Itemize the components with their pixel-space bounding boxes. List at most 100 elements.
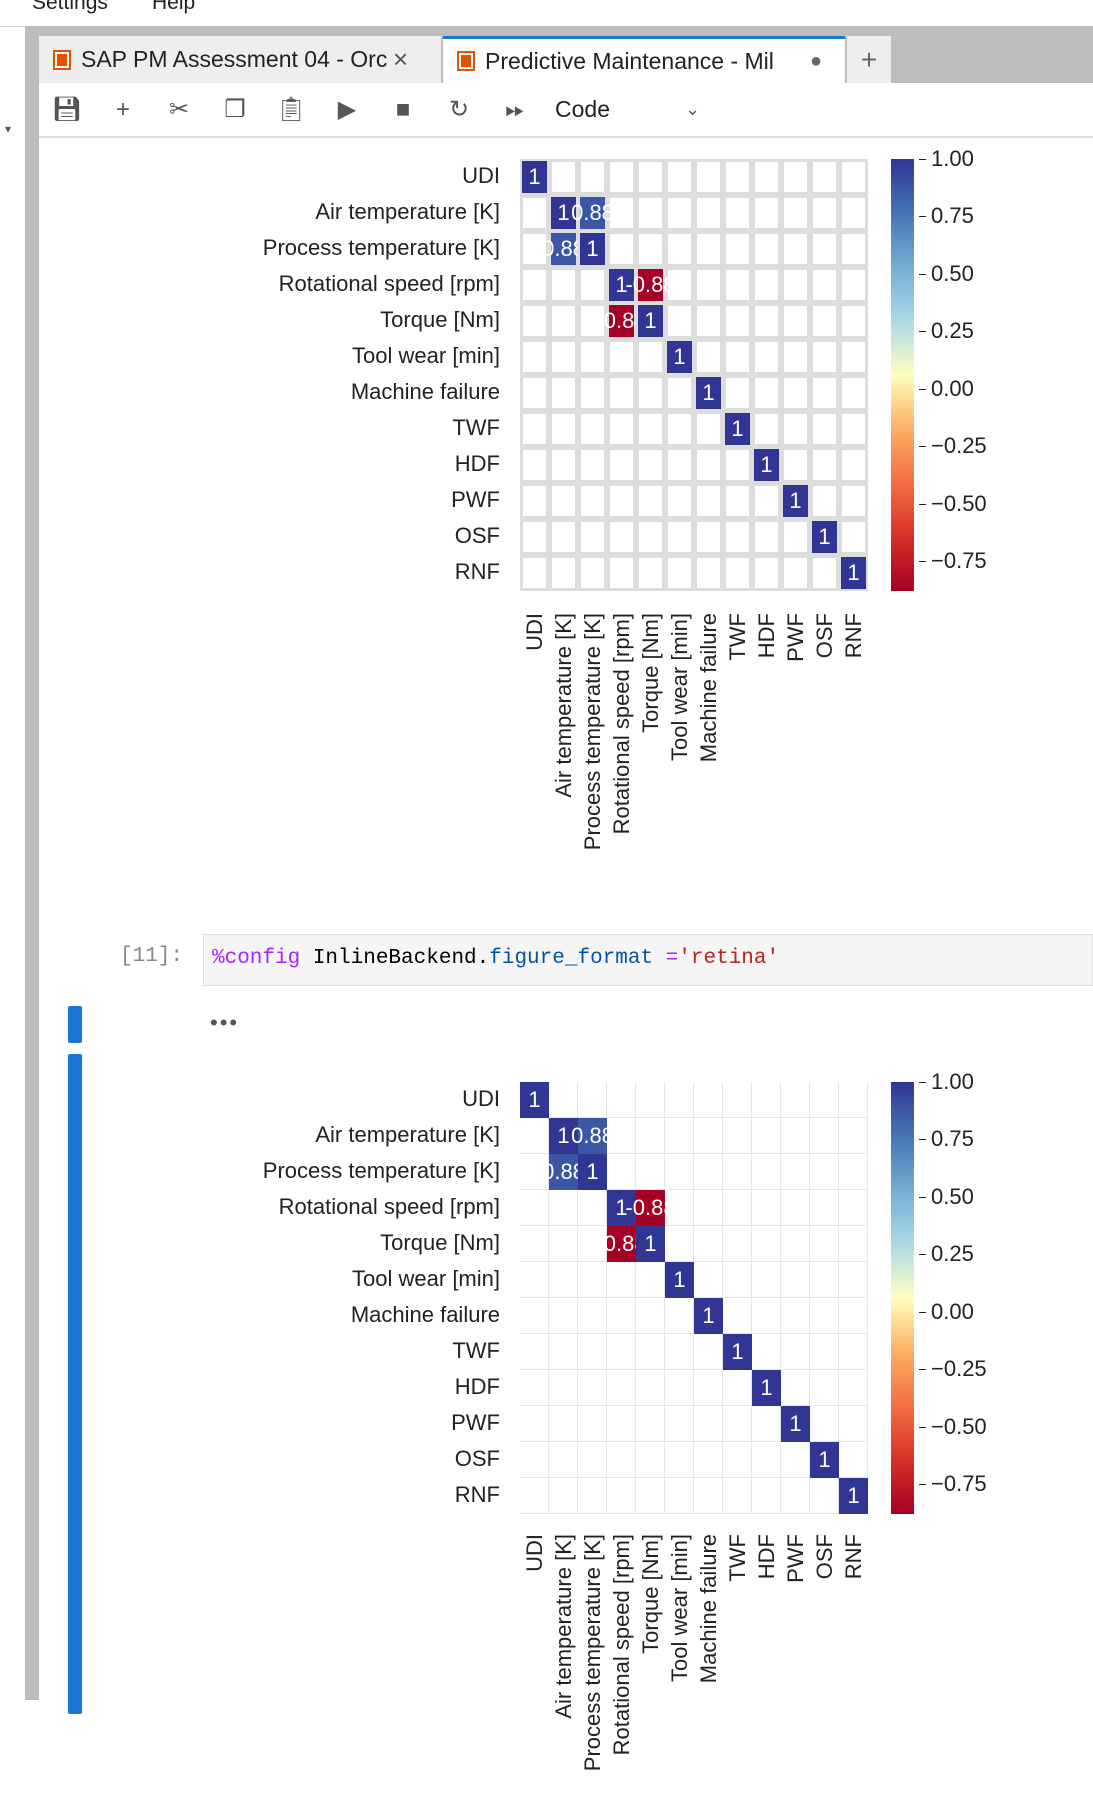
- x-tick-label: HDF: [754, 613, 779, 659]
- heatmap-cell: 1: [752, 1370, 781, 1406]
- y-tick-label: HDF: [454, 1374, 500, 1399]
- heatmap-empty-cell: [636, 519, 665, 555]
- cell-annotation: 1: [760, 452, 773, 477]
- heatmap-empty-cell: [607, 1298, 636, 1334]
- add-icon[interactable]: +: [115, 95, 130, 123]
- unsaved-dot-icon[interactable]: ●: [810, 49, 823, 72]
- heatmap-empty-cell: [665, 375, 694, 411]
- heatmap-empty-cell: [520, 519, 549, 555]
- heatmap-empty-cell: [636, 1442, 665, 1478]
- cell-annotation: 1: [818, 1447, 831, 1472]
- heatmap-empty-cell: [781, 555, 810, 591]
- heatmap-empty-cell: [839, 1334, 868, 1370]
- tab-predictive-maintenance[interactable]: Predictive Maintenance - Mil ●: [443, 36, 845, 83]
- collapse-caret-icon[interactable]: ▾: [5, 122, 12, 136]
- menu-settings[interactable]: Settings: [32, 0, 108, 14]
- heatmap-empty-cell: [607, 1118, 636, 1154]
- heatmap-empty-cell: [578, 1334, 607, 1370]
- heatmap-empty-cell: [636, 195, 665, 231]
- heatmap-empty-cell: [839, 375, 868, 411]
- paste-icon[interactable]: 📋︎: [275, 96, 307, 123]
- x-tick-label: Rotational speed [rpm]: [609, 613, 634, 835]
- heatmap-empty-cell: [694, 195, 723, 231]
- heatmap-empty-cell: [636, 339, 665, 375]
- heatmap-empty-cell: [752, 555, 781, 591]
- heatmap-empty-cell: [781, 1478, 810, 1514]
- heatmap-empty-cell: [810, 1298, 839, 1334]
- colorbar-tick-label: −0.75: [919, 548, 987, 574]
- x-tick-label: OSF: [812, 1534, 837, 1580]
- heatmap-empty-cell: [839, 303, 868, 339]
- heatmap-empty-cell: [810, 375, 839, 411]
- heatmap-empty-cell: [810, 1262, 839, 1298]
- heatmap-cell: 1: [520, 159, 549, 195]
- heatmap-empty-cell: [665, 1478, 694, 1514]
- heatmap-empty-cell: [810, 1118, 839, 1154]
- heatmap-empty-cell: [752, 1154, 781, 1190]
- x-tick-label: UDI: [522, 613, 547, 651]
- heatmap-empty-cell: [839, 1370, 868, 1406]
- heatmap-empty-cell: [520, 1262, 549, 1298]
- chevron-down-icon[interactable]: ⌄: [685, 99, 701, 119]
- add-tab-button[interactable]: +: [847, 36, 891, 83]
- y-tick-label: OSF: [454, 1446, 500, 1471]
- heatmap-empty-cell: [636, 1298, 665, 1334]
- heatmap-empty-cell: [578, 411, 607, 447]
- heatmap-empty-cell: [752, 159, 781, 195]
- heatmap-empty-cell: [781, 1226, 810, 1262]
- copy-icon[interactable]: ❐: [224, 96, 246, 123]
- heatmap-empty-cell: [549, 555, 578, 591]
- menu-help[interactable]: Help: [152, 0, 196, 14]
- y-tick-label: Machine failure: [350, 1302, 500, 1327]
- close-icon[interactable]: ×: [393, 44, 409, 74]
- heatmap-empty-cell: [810, 483, 839, 519]
- heatmap-empty-cell: [781, 267, 810, 303]
- heatmap-cell: 0.88: [542, 231, 585, 267]
- y-tick-label: TWF: [452, 1338, 500, 1363]
- heatmap-empty-cell: [665, 1118, 694, 1154]
- cell-type-select[interactable]: Code: [555, 96, 610, 122]
- heatmap-empty-cell: [665, 267, 694, 303]
- heatmap-empty-cell: [752, 1334, 781, 1370]
- heatmap-empty-cell: [810, 447, 839, 483]
- cell-annotation: 0.88: [542, 236, 585, 261]
- y-tick-label: Process temperature [K]: [262, 1158, 500, 1183]
- colorbar-tick-label: −0.50: [919, 490, 987, 516]
- heatmap-empty-cell: [607, 1442, 636, 1478]
- code-cell-input[interactable]: %config InlineBackend.figure_format ='re…: [203, 934, 1093, 986]
- heatmap-empty-cell: [723, 483, 752, 519]
- heatmap-cell: 1: [781, 1406, 810, 1442]
- heatmap-empty-cell: [752, 267, 781, 303]
- tab-bar: SAP PM Assessment 04 - Orc × Predictive …: [39, 26, 1093, 83]
- heatmap-cell: 1: [636, 303, 665, 339]
- heatmap-empty-cell: [549, 1406, 578, 1442]
- colorbar-tick-label: −0.50: [919, 1413, 987, 1439]
- heatmap-cell: 1: [607, 1190, 636, 1226]
- heatmap-empty-cell: [694, 1406, 723, 1442]
- heatmap-empty-cell: [839, 159, 868, 195]
- heatmap-empty-cell: [549, 447, 578, 483]
- y-tick-label: UDI: [462, 1086, 500, 1111]
- save-icon[interactable]: 💾︎: [51, 96, 83, 123]
- heatmap-empty-cell: [723, 447, 752, 483]
- colorbar-tick-label: 0.00: [919, 375, 974, 401]
- restart-icon[interactable]: ↻: [448, 96, 470, 123]
- run-all-icon[interactable]: ⏩︎: [505, 95, 525, 123]
- heatmap-empty-cell: [810, 159, 839, 195]
- stop-icon[interactable]: ■: [395, 95, 411, 123]
- heatmap-empty-cell: [694, 1154, 723, 1190]
- cell-annotation: 1: [760, 1375, 773, 1400]
- output-collapser[interactable]: [68, 1054, 82, 1714]
- cut-icon[interactable]: ✂: [168, 96, 190, 123]
- run-icon[interactable]: ▶: [337, 96, 357, 123]
- cell-collapser[interactable]: [68, 1006, 82, 1043]
- cell-annotation: 1: [615, 1195, 628, 1220]
- heatmap-empty-cell: [607, 483, 636, 519]
- heatmap-empty-cell: [810, 1406, 839, 1442]
- heatmap-empty-cell: [752, 1442, 781, 1478]
- tab-sap-pm-assessment[interactable]: SAP PM Assessment 04 - Orc ×: [39, 36, 441, 83]
- heatmap-empty-cell: [520, 1442, 549, 1478]
- output-ellipsis[interactable]: •••: [210, 1010, 240, 1035]
- heatmap-cell: 0.88: [571, 195, 614, 231]
- colorbar-tick-label: 0.75: [919, 203, 974, 229]
